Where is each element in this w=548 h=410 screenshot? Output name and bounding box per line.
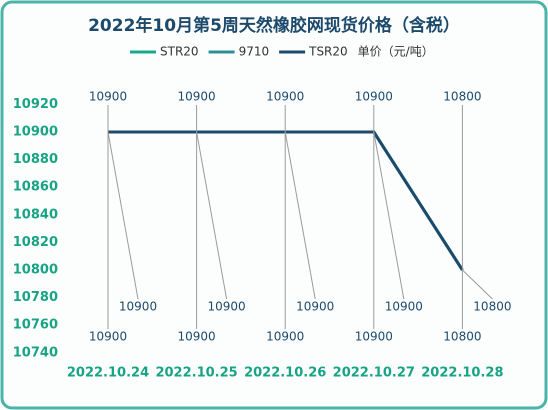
y-tick-label: 10860	[13, 180, 58, 195]
y-tick-label: 10800	[13, 263, 58, 278]
y-tick-label: 10880	[13, 152, 58, 167]
data-label: 10900	[119, 300, 157, 314]
data-label: 10800	[443, 90, 481, 104]
leader-line	[284, 131, 316, 300]
y-tick-label: 10820	[13, 235, 58, 250]
data-label: 10900	[178, 90, 216, 104]
data-label: 10900	[266, 90, 304, 104]
data-label: 10900	[178, 330, 216, 344]
legend-label: 9710	[239, 45, 270, 59]
unit-label: 单价（元/吨）	[358, 45, 434, 59]
data-label: 10800	[473, 300, 511, 314]
x-tick-label: 2022.10.24	[67, 366, 149, 381]
y-tick-label: 10920	[13, 97, 58, 112]
leader-line	[107, 131, 139, 300]
leader-line	[196, 131, 228, 300]
leader-line	[373, 131, 405, 300]
data-label: 10900	[208, 300, 246, 314]
legend-label: TSR20	[308, 45, 348, 59]
data-label: 10800	[443, 330, 481, 344]
data-label: 10900	[266, 330, 304, 344]
data-label: 10900	[355, 90, 393, 104]
x-tick-label: 2022.10.27	[333, 366, 415, 381]
data-label: 10900	[355, 330, 393, 344]
y-tick-label: 10780	[13, 290, 58, 305]
data-label: 10900	[89, 330, 127, 344]
y-tick-label: 10760	[13, 318, 58, 333]
x-tick-label: 2022.10.25	[155, 366, 237, 381]
y-tick-label: 10740	[13, 345, 58, 360]
x-tick-label: 2022.10.26	[244, 366, 326, 381]
x-tick-label: 2022.10.28	[421, 366, 503, 381]
legend-label: STR20	[160, 45, 199, 59]
leader-line	[462, 269, 493, 300]
legend: STR20 9710 TSR20 单价（元/吨）	[130, 45, 434, 59]
data-label: 10900	[89, 90, 127, 104]
chart-title: 2022年10月第5周天然橡胶网现货价格（含税）	[88, 15, 460, 36]
data-label: 10900	[296, 300, 334, 314]
y-tick-label: 10840	[13, 207, 58, 222]
data-label: 10900	[385, 300, 423, 314]
y-tick-label: 10900	[13, 125, 58, 140]
